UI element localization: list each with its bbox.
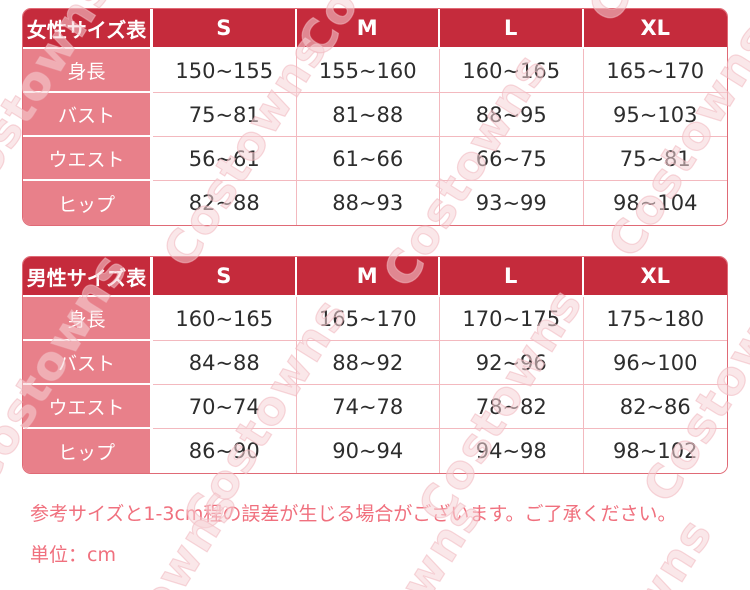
- size-value-cell: 155~160: [296, 49, 440, 93]
- size-value-cell: 165~170: [296, 297, 440, 341]
- size-value-cell: 92~96: [440, 341, 584, 385]
- column-header-l: L: [440, 9, 584, 49]
- row-label-hip: ヒップ: [23, 429, 153, 473]
- size-value-cell: 94~98: [440, 429, 584, 473]
- size-value-cell: 165~170: [583, 49, 727, 93]
- size-value-cell: 66~75: [440, 137, 584, 181]
- unit-note: 単位：cm: [30, 544, 116, 566]
- size-value-cell: 78~82: [440, 385, 584, 429]
- size-value-cell: 81~88: [296, 93, 440, 137]
- size-value-cell: 75~81: [153, 93, 297, 137]
- women-size-table: 女性サイズ表 S M L XL 身長 150~155 155~160 160~1…: [22, 8, 728, 226]
- size-value-cell: 82~88: [153, 181, 297, 225]
- size-value-cell: 70~74: [153, 385, 297, 429]
- size-value-cell: 74~78: [296, 385, 440, 429]
- size-value-cell: 84~88: [153, 341, 297, 385]
- column-header-s: S: [153, 257, 297, 297]
- size-value-cell: 96~100: [583, 341, 727, 385]
- size-tolerance-note: 参考サイズと1-3cm程の誤差が生じる場合がございます。ご了承ください。: [30, 503, 677, 525]
- size-value-cell: 175~180: [583, 297, 727, 341]
- size-value-cell: 61~66: [296, 137, 440, 181]
- column-header-s: S: [153, 9, 297, 49]
- size-value-cell: 88~93: [296, 181, 440, 225]
- watermark-text: Costowns: [62, 477, 249, 590]
- column-header-xl: XL: [583, 257, 727, 297]
- row-label-height: 身長: [23, 297, 153, 341]
- size-value-cell: 170~175: [440, 297, 584, 341]
- size-value-cell: 75~81: [583, 137, 727, 181]
- size-value-cell: 150~155: [153, 49, 297, 93]
- size-value-cell: 88~92: [296, 341, 440, 385]
- row-label-waist: ウエスト: [23, 137, 153, 181]
- row-label-waist: ウエスト: [23, 385, 153, 429]
- size-value-cell: 86~90: [153, 429, 297, 473]
- column-header-m: M: [296, 9, 440, 49]
- row-label-bust: バスト: [23, 93, 153, 137]
- men-table-title: 男性サイズ表: [23, 257, 153, 297]
- size-value-cell: 95~103: [583, 93, 727, 137]
- size-value-cell: 82~86: [583, 385, 727, 429]
- row-label-height: 身長: [23, 49, 153, 93]
- size-value-cell: 56~61: [153, 137, 297, 181]
- row-label-bust: バスト: [23, 341, 153, 385]
- size-value-cell: 98~102: [583, 429, 727, 473]
- size-value-cell: 160~165: [440, 49, 584, 93]
- size-value-cell: 160~165: [153, 297, 297, 341]
- size-value-cell: 88~95: [440, 93, 584, 137]
- men-size-table: 男性サイズ表 S M L XL 身長 160~165 165~170 170~1…: [22, 256, 728, 474]
- size-value-cell: 90~94: [296, 429, 440, 473]
- women-table-title: 女性サイズ表: [23, 9, 153, 49]
- row-label-hip: ヒップ: [23, 181, 153, 225]
- size-value-cell: 98~104: [583, 181, 727, 225]
- column-header-xl: XL: [583, 9, 727, 49]
- column-header-m: M: [296, 257, 440, 297]
- size-value-cell: 93~99: [440, 181, 584, 225]
- column-header-l: L: [440, 257, 584, 297]
